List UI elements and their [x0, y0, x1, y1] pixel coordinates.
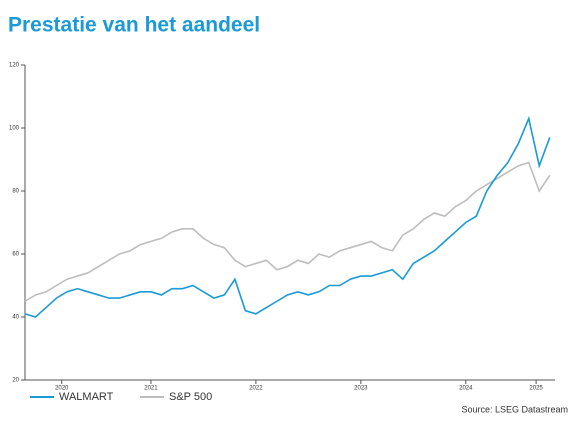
y-tick-label: 80	[12, 189, 19, 195]
y-tick-label: 60	[12, 252, 19, 258]
x-tick-label: 2025	[529, 386, 543, 392]
x-tick-label: 2023	[354, 386, 368, 392]
y-tick-label: 20	[12, 378, 19, 384]
x-tick-label: 2021	[144, 386, 158, 392]
x-tick-label: 2020	[55, 386, 69, 392]
x-tick-label: 2024	[459, 386, 473, 392]
legend-label: WALMART	[59, 391, 114, 403]
x-tick-label: 2022	[249, 386, 263, 392]
y-tick-label: 120	[9, 63, 20, 69]
series-line	[24, 115, 551, 318]
legend-label: S&P 500	[169, 391, 212, 403]
series-line	[24, 161, 551, 302]
y-tick-label: 40	[12, 315, 19, 321]
chart-title: Prestatie van het aandeel	[8, 14, 260, 37]
y-tick-label: 100	[9, 126, 20, 132]
source: Source: LSEG Datastream	[461, 404, 568, 414]
